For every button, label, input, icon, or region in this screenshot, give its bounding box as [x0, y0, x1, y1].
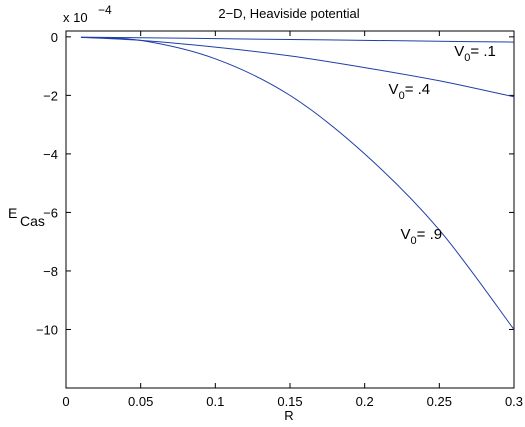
x-tick-label: 0.2	[356, 394, 374, 409]
x-tick-label: 0	[62, 394, 69, 409]
y-axis-exponent: x 10 −4	[63, 3, 112, 25]
y-tick-label: −2	[43, 88, 58, 103]
plot-area: 0 0.05 0.1 0.15 0.2 0.25 0.3 0 −2 −4 −6 −8 −10 V0= …	[36, 30, 523, 409]
y-axis-label-subscript: Cas	[20, 213, 45, 229]
annotation-group: V0= .1 V0= .4 V0= .9	[389, 43, 496, 247]
x-tick-label: 0.1	[206, 394, 224, 409]
y-tick-label: −4	[43, 147, 58, 162]
y-axis-ticks: 0 −2 −4 −6 −8 −10	[36, 30, 514, 337]
y-tick-label: −8	[43, 264, 58, 279]
x-tick-label: 0.15	[277, 394, 302, 409]
chart-title: 2−D, Heaviside potential	[218, 6, 359, 21]
series-annotation-1: V0= .1	[454, 43, 496, 64]
axes-box	[65, 30, 515, 389]
y-axis-label-base: E	[8, 205, 17, 221]
y-axis-label: E Cas	[8, 205, 45, 229]
series-annotation-3: V0= .9	[401, 226, 443, 247]
x-tick-label: 0.3	[505, 394, 523, 409]
series-group	[80, 36, 515, 330]
series-line-3	[80, 36, 515, 330]
x-tick-label: 0.05	[128, 394, 153, 409]
x-axis-label: R	[284, 408, 293, 423]
x-axis-ticks: 0 0.05 0.1 0.15 0.2 0.25 0.3	[62, 31, 523, 409]
y-tick-label: −6	[43, 205, 58, 220]
y-tick-label: 0	[51, 30, 58, 45]
exponent-base: x 10	[63, 10, 88, 25]
series-line-1	[80, 36, 515, 43]
series-line-2	[80, 36, 515, 98]
x-tick-label: 0.25	[427, 394, 452, 409]
exponent-power: −4	[98, 3, 112, 17]
y-tick-label: −10	[36, 322, 58, 337]
series-annotation-2: V0= .4	[389, 81, 431, 102]
